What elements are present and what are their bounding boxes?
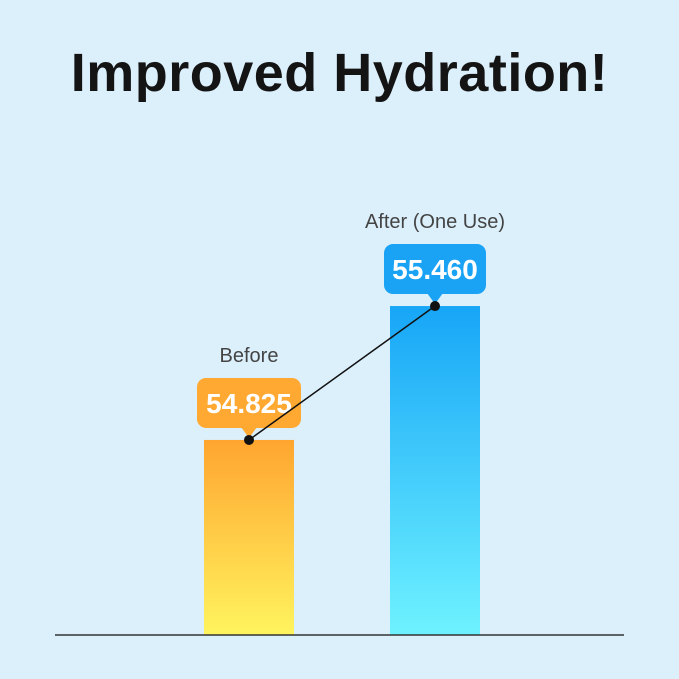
data-point-after: [430, 301, 440, 312]
bar-after: [390, 306, 480, 635]
category-label-before: Before: [220, 345, 279, 367]
bar-before: [204, 439, 294, 635]
callout-pointer: [241, 426, 257, 438]
data-label: 54.825: [206, 388, 292, 419]
value-callout-after: 55.460: [384, 244, 486, 305]
trend-connector-line: [248, 305, 436, 441]
category-label-after: After (One Use): [365, 211, 505, 233]
data-point-before: [244, 434, 254, 445]
value-callout-before: 54.825: [197, 377, 301, 438]
chart-title: Improved Hydration!: [70, 43, 609, 103]
callout-box: [384, 244, 486, 295]
callout-box: [197, 377, 301, 428]
callout-pointer: [427, 293, 443, 305]
data-label: 55.460: [392, 254, 478, 285]
